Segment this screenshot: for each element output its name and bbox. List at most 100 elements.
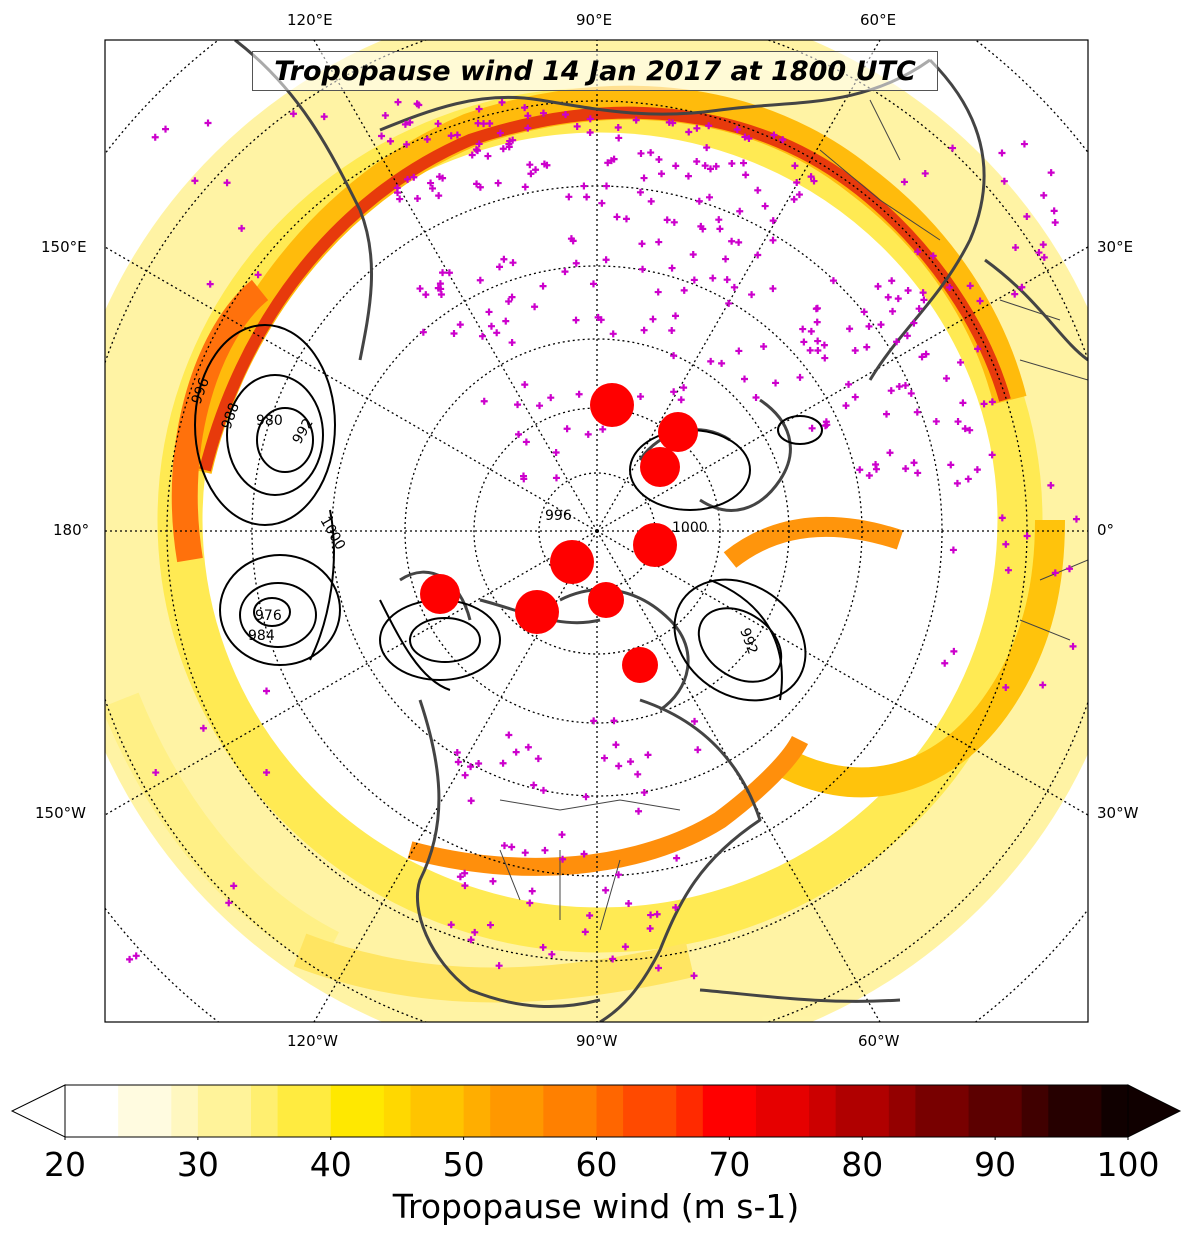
station-marker xyxy=(413,195,421,203)
station-marker xyxy=(602,886,610,894)
station-marker xyxy=(422,291,430,299)
station-marker xyxy=(957,358,965,366)
jet-subtropical xyxy=(293,933,694,1003)
colorbar-cells xyxy=(65,1085,1129,1137)
lon-label-bottom: 90°W xyxy=(576,1032,618,1050)
station-marker xyxy=(152,769,160,777)
station-marker xyxy=(807,173,815,181)
station-marker xyxy=(524,743,532,751)
station-marker xyxy=(947,461,955,469)
station-marker xyxy=(941,659,949,667)
station-marker xyxy=(419,328,427,336)
colorbar-cell xyxy=(649,1085,677,1137)
map-title: Tropopause wind 14 Jan 2017 at 1800 UTC xyxy=(274,55,916,87)
isobar-1000-alaska xyxy=(379,599,451,691)
station-marker xyxy=(468,151,476,159)
low-center-marker xyxy=(588,582,624,618)
colorbar-tick-label: 50 xyxy=(442,1145,485,1184)
colorbar-tick-label: 20 xyxy=(44,1145,86,1184)
station-marker xyxy=(526,161,534,169)
station-marker xyxy=(434,120,442,128)
station-marker xyxy=(884,293,892,301)
station-marker xyxy=(725,299,733,307)
station-marker xyxy=(691,717,699,725)
coastlines xyxy=(234,40,1088,1022)
station-marker xyxy=(644,751,652,759)
station-marker xyxy=(505,143,513,151)
station-marker xyxy=(718,359,726,367)
station-marker xyxy=(1050,207,1058,215)
station-marker xyxy=(793,179,801,187)
station-marker xyxy=(640,174,648,182)
station-marker xyxy=(508,339,516,347)
station-marker xyxy=(658,170,666,178)
jet-south-segment xyxy=(407,735,809,876)
station-marker xyxy=(1002,540,1010,548)
station-marker xyxy=(534,755,542,763)
station-marker xyxy=(735,347,743,355)
station-marker xyxy=(1020,140,1028,148)
station-marker xyxy=(790,195,798,203)
station-marker xyxy=(403,140,411,148)
station-marker xyxy=(378,132,386,140)
station-marker xyxy=(512,748,520,756)
station-marker xyxy=(1051,219,1059,227)
station-marker xyxy=(508,843,516,851)
station-marker xyxy=(634,770,642,778)
colorbar-cell xyxy=(755,1085,784,1137)
station-marker xyxy=(865,471,873,479)
station-marker xyxy=(225,899,233,907)
station-marker xyxy=(901,381,909,389)
borders xyxy=(499,99,1088,931)
station-marker xyxy=(1002,683,1010,691)
station-marker xyxy=(635,807,643,815)
station-marker xyxy=(919,289,927,297)
station-marker xyxy=(582,793,590,801)
station-marker xyxy=(600,754,608,762)
station-marker xyxy=(495,962,503,970)
station-marker xyxy=(669,119,677,127)
station-marker xyxy=(575,390,583,398)
low-atlantic-inner xyxy=(697,607,783,683)
station-marker xyxy=(473,180,481,188)
station-marker xyxy=(655,156,663,164)
station-marker xyxy=(476,183,484,191)
station-marker xyxy=(677,396,685,404)
border-us-canada xyxy=(499,799,681,811)
station-marker xyxy=(396,195,404,203)
station-marker xyxy=(558,831,566,839)
station-marker xyxy=(754,186,762,194)
station-marker xyxy=(689,250,697,258)
station-marker xyxy=(946,283,954,291)
station-marker xyxy=(404,175,412,183)
colorbar-cell xyxy=(65,1085,93,1137)
station-marker xyxy=(561,268,569,276)
station-marker xyxy=(573,122,581,130)
station-marker xyxy=(922,350,930,358)
colorbar-tick-label: 90 xyxy=(974,1145,1017,1184)
station-marker xyxy=(589,280,597,288)
station-marker xyxy=(653,910,661,918)
station-marker xyxy=(902,465,910,473)
station-marker xyxy=(649,315,657,323)
station-marker xyxy=(531,303,539,311)
colorbar-cell xyxy=(915,1085,943,1137)
station-marker xyxy=(521,381,529,389)
station-marker xyxy=(961,425,969,433)
station-marker xyxy=(980,400,988,408)
border-europe xyxy=(819,99,941,241)
station-marker xyxy=(1035,249,1043,257)
station-marker xyxy=(673,854,681,862)
station-marker xyxy=(647,911,655,919)
border-africa xyxy=(1019,559,1088,641)
station-marker xyxy=(435,173,443,181)
coast-north-america-east xyxy=(599,698,762,1022)
station-marker xyxy=(539,109,547,117)
coast-scandinavia xyxy=(699,398,792,512)
colorbar-min-extend xyxy=(10,1084,66,1138)
station-marker xyxy=(807,327,815,335)
station-marker xyxy=(508,293,516,301)
station-marker xyxy=(705,122,713,130)
station-marker xyxy=(1069,642,1077,650)
station-marker xyxy=(1023,532,1031,540)
